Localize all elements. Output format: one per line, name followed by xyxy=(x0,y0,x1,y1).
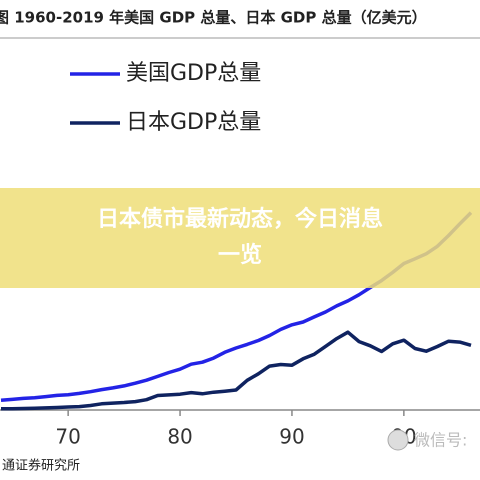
banner xyxy=(0,188,480,288)
series-line xyxy=(0,330,472,411)
x-tick-label: 70 xyxy=(55,425,80,449)
watermark: 微信号: xyxy=(414,431,467,450)
watermark-icon xyxy=(387,429,409,451)
x-tick-label: 80 xyxy=(167,425,192,449)
legend-label: 美国GDP总量 xyxy=(126,61,261,86)
chart-title: 图 1960-2019 年美国 GDP 总量、日本 GDP 总量（亿美元） xyxy=(0,9,427,27)
x-tick-label: 90 xyxy=(279,425,304,449)
banner-line: 一览 xyxy=(218,242,262,268)
source: 通证券研究所 xyxy=(2,458,80,474)
banner-line: 日本债市最新动态，今日消息 xyxy=(97,206,383,232)
legend-label: 日本GDP总量 xyxy=(126,110,261,135)
